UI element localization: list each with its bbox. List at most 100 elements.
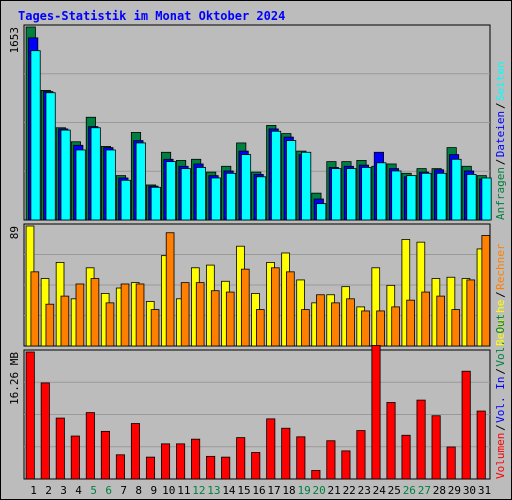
legend-visits: Besuche /Rechner (494, 243, 507, 346)
legend-separator: / (494, 368, 507, 375)
bar-requests-seiten-day-16 (255, 176, 267, 221)
bar-requests-seiten-day-17 (271, 130, 282, 221)
day-label-23: 23 (358, 484, 371, 497)
bar-volume-volumen-day-19 (296, 436, 306, 480)
day-label-4: 4 (75, 484, 82, 497)
bar-requests-seiten-day-18 (286, 140, 297, 221)
bar-requests-seiten-day-1 (30, 50, 41, 221)
bar-volume-volumen-day-17 (266, 418, 276, 480)
day-label-13: 13 (207, 484, 220, 497)
legend-label-vol-out: Vol. Out (494, 314, 507, 367)
legend-label-dateien: Dateien (494, 111, 507, 157)
bar-volume-volumen-day-6 (100, 430, 110, 480)
legend-label-anfragen: Anfragen (494, 167, 507, 220)
bar-volume-volumen-day-27 (416, 399, 426, 480)
bar-volume-volumen-day-13 (206, 455, 216, 480)
bar-visits-rechner-day-16 (255, 309, 265, 347)
bar-volume-volumen-day-1 (25, 351, 35, 480)
bar-requests-seiten-day-11 (180, 168, 191, 221)
bar-visits-rechner-day-8 (135, 283, 145, 347)
bar-volume-volumen-day-28 (431, 415, 441, 480)
bar-requests-seiten-day-14 (225, 172, 237, 221)
day-label-16: 16 (252, 484, 265, 497)
day-label-28: 28 (433, 484, 446, 497)
bar-requests-seiten-day-22 (346, 168, 357, 221)
day-label-9: 9 (150, 484, 157, 497)
bar-volume-volumen-day-14 (221, 456, 231, 480)
bar-volume-volumen-day-7 (115, 454, 125, 480)
bar-visits-rechner-day-29 (451, 309, 461, 347)
bar-visits-rechner-day-21 (331, 302, 340, 347)
bar-volume-volumen-day-11 (176, 443, 186, 480)
day-label-6: 6 (105, 484, 112, 497)
day-label-2: 2 (45, 484, 52, 497)
bar-volume-volumen-day-31 (476, 410, 486, 480)
bar-volume-volumen-day-4 (70, 435, 80, 480)
panel-requests: 1653 Anfragen/Dateien/Seiten (8, 24, 507, 221)
bar-visits-rechner-day-22 (346, 298, 355, 347)
bar-volume-volumen-day-8 (130, 423, 141, 480)
legend-label-seiten: Seiten (494, 61, 507, 101)
bar-visits-rechner-day-4 (75, 283, 85, 347)
bar-requests-seiten-day-3 (60, 129, 71, 221)
day-label-8: 8 (135, 484, 142, 497)
day-label-14: 14 (222, 484, 236, 497)
bar-visits-rechner-day-20 (316, 294, 325, 347)
bar-requests-seiten-day-24 (376, 162, 387, 221)
day-label-18: 18 (282, 484, 295, 497)
bar-requests-seiten-day-26 (406, 175, 417, 221)
bar-requests-seiten-day-12 (195, 167, 206, 221)
panel-visits: 89 Besuche /Rechner (8, 223, 507, 347)
bar-volume-volumen-day-18 (281, 427, 291, 480)
bar-volume-volumen-day-20 (311, 470, 321, 480)
legend-requests: Anfragen/Dateien/Seiten (494, 61, 507, 220)
bar-volume-volumen-day-3 (55, 417, 65, 480)
bar-volume-volumen-day-26 (401, 434, 411, 480)
bar-visits-rechner-day-28 (436, 295, 446, 347)
bar-requests-seiten-day-8 (135, 142, 146, 221)
bar-requests-seiten-day-25 (391, 170, 402, 221)
bar-visits-rechner-day-24 (376, 310, 385, 347)
bar-requests-seiten-day-4 (75, 149, 86, 221)
bar-volume-volumen-day-21 (326, 440, 336, 480)
bar-volume-volumen-day-15 (236, 437, 246, 480)
day-label-31: 31 (478, 484, 491, 497)
bar-requests-seiten-day-10 (165, 161, 176, 221)
legend-label-rechner: Rechner (494, 243, 507, 290)
day-label-30: 30 (463, 484, 476, 497)
bar-visits-rechner-day-31 (481, 235, 491, 347)
day-label-15: 15 (237, 484, 250, 497)
bar-visits-rechner-day-15 (240, 268, 250, 347)
bar-visits-rechner-day-17 (271, 267, 280, 347)
bar-requests-seiten-day-5 (90, 127, 101, 221)
bar-requests-seiten-day-9 (150, 186, 161, 221)
max-label-visits: 89 (8, 226, 21, 239)
bar-visits-rechner-day-14 (225, 291, 235, 347)
bar-volume-volumen-day-12 (191, 438, 201, 480)
day-label-3: 3 (60, 484, 67, 497)
chart-panels: 1653 Anfragen/Dateien/Seiten 89 Besuche/Rec… (8, 24, 507, 480)
bar-visits-besuche-day-26 (401, 239, 411, 347)
bar-visits-rechner-day-12 (195, 282, 205, 347)
bar-volume-volumen-day-30 (461, 370, 471, 480)
bar-volume-volumen-day-25 (386, 402, 396, 480)
day-label-29: 29 (448, 484, 461, 497)
bar-requests-seiten-day-28 (436, 172, 447, 221)
bar-volume-volumen-day-23 (356, 430, 366, 480)
bar-requests-seiten-day-23 (361, 167, 372, 221)
bar-visits-rechner-day-30 (466, 279, 476, 347)
bar-visits-rechner-day-3 (60, 295, 70, 347)
bar-requests-seiten-day-15 (240, 154, 252, 221)
day-label-21: 21 (328, 484, 341, 497)
bar-requests-seiten-day-21 (331, 168, 342, 221)
day-axis-labels: 1 2 3 4 5 6 7 8 9 10 11 12 13 14 15 16 17 18 19 20 21 22 23 24 2… (30, 484, 491, 497)
bar-visits-rechner-day-26 (406, 299, 415, 347)
bar-visits-rechner-day-5 (90, 278, 100, 347)
bar-visits-rechner-day-11 (180, 282, 190, 347)
day-label-1: 1 (30, 484, 37, 497)
legend-label-volumen: Volumen (494, 433, 507, 479)
bar-visits-rechner-day-10 (165, 232, 175, 347)
max-label-requests: 1653 (8, 27, 21, 54)
bar-visits-rechner-day-2 (45, 303, 55, 347)
